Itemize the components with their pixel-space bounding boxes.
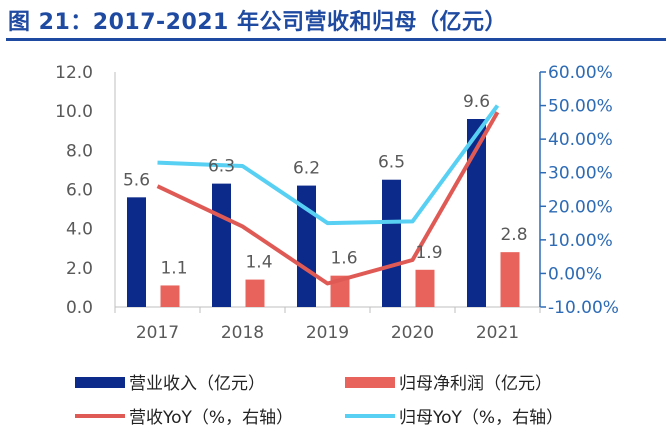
legend-net-profit-swatch (345, 377, 395, 388)
x-tick-label: 2021 (476, 323, 519, 343)
y-right-tick-label: 20.00% (548, 197, 613, 217)
y-right-tick-label: 40.00% (548, 130, 613, 150)
chart-title: 图 21：2017-2021 年公司营收和归母（亿元） (8, 10, 508, 35)
net-profit-data-label: 1.4 (245, 253, 272, 273)
x-tick-label: 2018 (221, 323, 264, 343)
revenue-yoy-line (156, 111, 500, 286)
net-profit-bar (160, 285, 180, 307)
revenue-data-label: 6.5 (378, 153, 405, 173)
net-profit-bar (500, 252, 520, 307)
legend-group: 营业收入（亿元） 归母净利润（亿元） 营收YoY（%，右轴） 归母YoY（%，右轴） (75, 374, 563, 428)
y-right-tick-label: 60.00% (548, 63, 613, 83)
data-labels-group: 5.6 6.3 6.2 6.5 9.6 1.1 1.4 1.6 1.9 2.8 (123, 92, 528, 278)
revenue-bar (212, 183, 231, 307)
net-profit-data-label: 2.8 (500, 225, 527, 245)
y-left-tick-label: 12.0 (55, 63, 93, 83)
legend-revenue-swatch (75, 377, 125, 388)
net-profit-data-label: 1.9 (415, 243, 442, 263)
revenue-data-label: 6.3 (208, 157, 235, 177)
y-left-tick-label: 6.0 (66, 181, 93, 201)
revenue-bar (127, 197, 146, 307)
y-left-tick-label: 0.0 (66, 298, 93, 318)
y-right-tick-label: -10.00% (548, 298, 619, 318)
net-profit-yoy-line (157, 104, 500, 226)
revenue-data-label: 6.2 (293, 159, 320, 179)
legend-net-profit-yoy-label: 归母YoY（%，右轴） (399, 408, 563, 428)
x-tick-label: 2020 (391, 323, 434, 343)
y-left-tick-label: 4.0 (66, 220, 93, 240)
revenue-bar (297, 185, 316, 307)
revenue-data-label: 5.6 (123, 170, 150, 190)
y-right-tick-label: 50.00% (548, 97, 613, 117)
lines-group (156, 104, 500, 286)
net-profit-data-label: 1.6 (330, 249, 357, 269)
net-profit-bar (245, 279, 265, 307)
y-right-tick-label: 10.00% (548, 231, 613, 251)
revenue-bar (467, 119, 486, 307)
x-tick-label: 2017 (136, 323, 179, 343)
title-underline (6, 38, 666, 41)
legend-revenue-yoy-label: 营收YoY（%，右轴） (129, 408, 293, 428)
y-left-tick-label: 2.0 (66, 259, 93, 279)
x-tick-label: 2019 (306, 323, 349, 343)
legend-net-profit-label: 归母净利润（亿元） (399, 374, 552, 394)
net-profit-bar (330, 275, 350, 307)
y-right-tick-label: 30.00% (548, 164, 613, 184)
y-right-tick-label: 0.00% (548, 264, 602, 284)
legend-revenue-label: 营业收入（亿元） (129, 374, 265, 394)
revenue-data-label: 9.6 (463, 92, 490, 112)
bars-group (127, 119, 520, 307)
revenue-bar (382, 179, 401, 307)
net-profit-data-label: 1.1 (160, 258, 187, 278)
net-profit-bar (415, 269, 435, 307)
y-left-tick-label: 10.0 (55, 102, 93, 122)
y-left-tick-label: 8.0 (66, 141, 93, 161)
